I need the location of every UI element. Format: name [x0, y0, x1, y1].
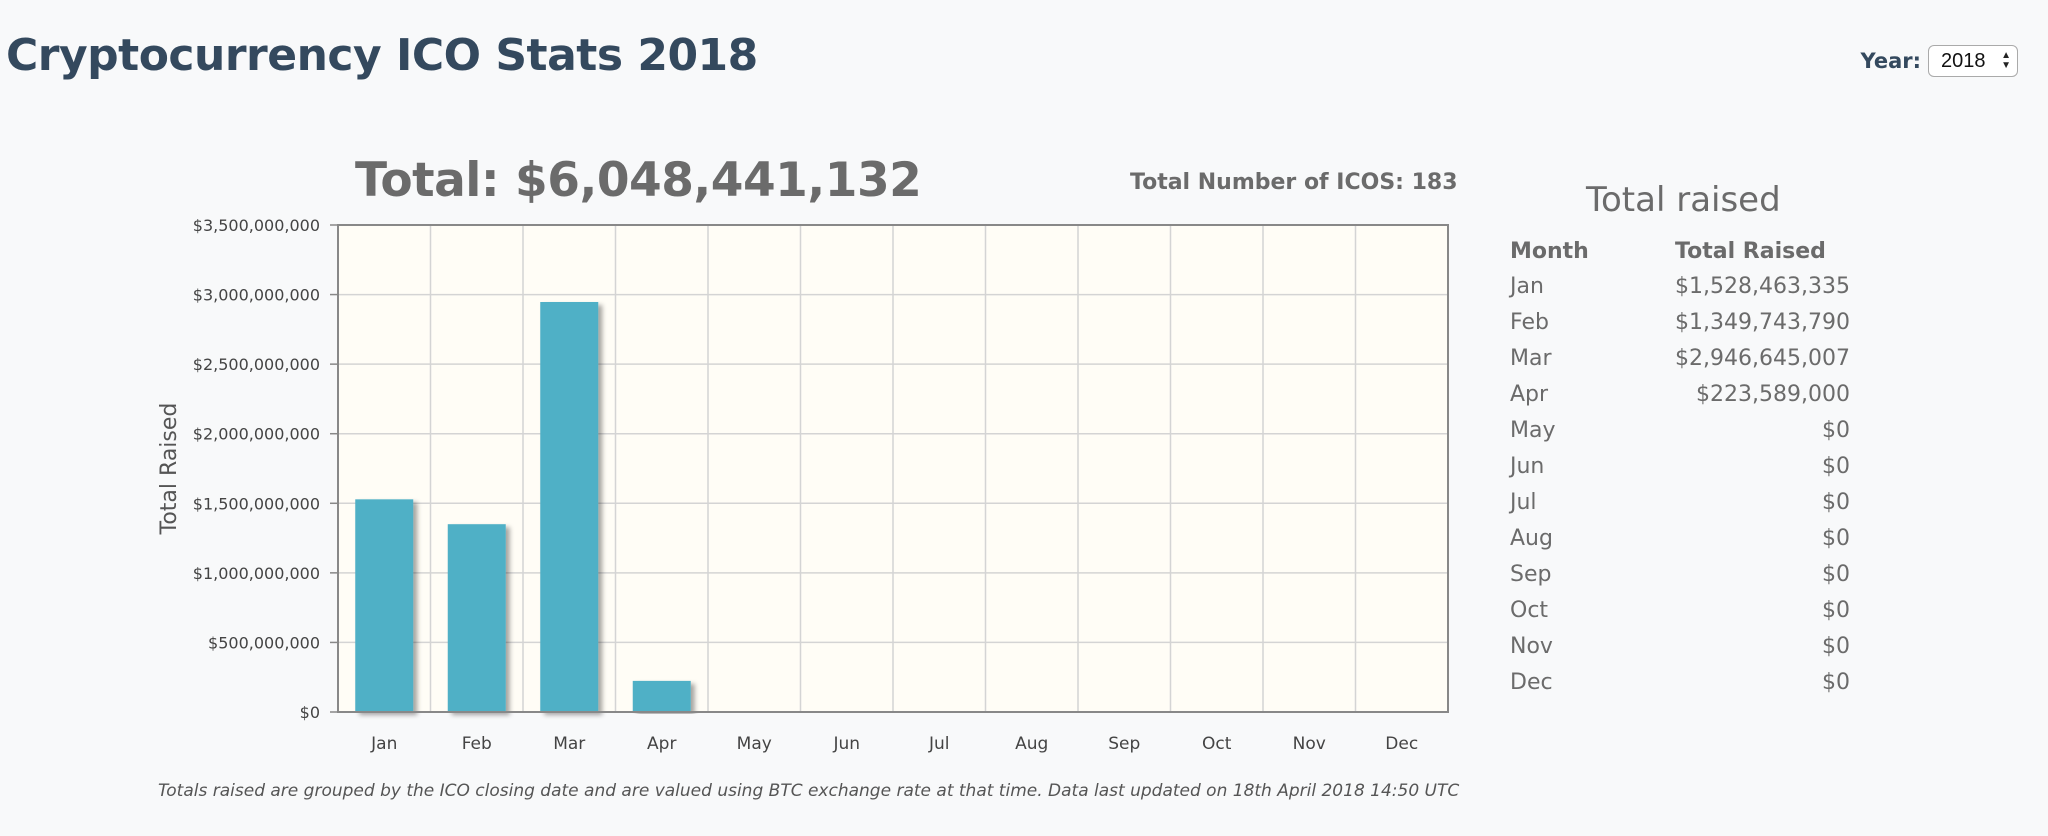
total-raised-cell: $0 — [1822, 597, 1850, 623]
plot-border — [337, 224, 1449, 713]
month-cell: Jun — [1510, 453, 1545, 479]
y-axis-label: Total Raised — [157, 403, 182, 536]
table-row: Dec $0 — [1510, 664, 1850, 700]
total-raised-cell: $0 — [1822, 453, 1850, 479]
x-tick-label: Jul — [928, 734, 950, 754]
bar-feb — [447, 524, 506, 712]
table-row: Mar $2,946,645,007 — [1510, 340, 1850, 376]
x-tick-label: Oct — [1202, 734, 1232, 754]
table-row: Aug $0 — [1510, 520, 1850, 556]
month-cell: Mar — [1510, 345, 1552, 371]
table-row: Oct $0 — [1510, 592, 1850, 628]
x-tick-label: Jun — [832, 734, 860, 754]
year-select-value: 2018 — [1941, 49, 1986, 72]
table-row: Nov $0 — [1510, 628, 1850, 664]
total-raised-cell: $0 — [1822, 525, 1850, 551]
table-row: Feb $1,349,743,790 — [1510, 304, 1850, 340]
month-cell: Apr — [1510, 381, 1549, 407]
total-raised-cell: $0 — [1822, 633, 1850, 659]
month-cell: May — [1510, 417, 1556, 443]
year-picker: Year: 2018 ▲ ▼ — [1861, 45, 2018, 77]
x-tick-label: Nov — [1293, 734, 1326, 754]
table-row: Jun $0 — [1510, 448, 1850, 484]
table-row: May $0 — [1510, 412, 1850, 448]
total-raised-cell: $0 — [1822, 417, 1850, 443]
ico-count: Total Number of ICOS: 183 — [1130, 170, 1458, 195]
total-raised-cell: $2,946,645,007 — [1675, 345, 1850, 371]
table-row: Jul $0 — [1510, 484, 1850, 520]
x-tick-label: May — [737, 734, 772, 754]
total-raised-cell: $1,349,743,790 — [1675, 309, 1850, 335]
updown-arrows-icon: ▲ ▼ — [2001, 50, 2011, 71]
table-header-row: Month Total Raised — [1510, 234, 1850, 268]
x-tick-label: Mar — [553, 734, 585, 754]
month-cell: Jan — [1510, 273, 1544, 299]
x-tick-label: Aug — [1015, 734, 1048, 754]
x-tick-label: Apr — [647, 734, 676, 754]
month-cell: Dec — [1510, 669, 1553, 695]
month-cell: Sep — [1510, 561, 1552, 587]
bar-apr — [632, 680, 691, 712]
bar-jan — [355, 499, 414, 712]
y-tick-label: $500,000,000 — [208, 633, 320, 652]
bar-mar — [540, 301, 599, 712]
column-header-month: Month — [1510, 238, 1589, 264]
table-row: Apr $223,589,000 — [1510, 376, 1850, 412]
table-title: Total raised — [1586, 180, 1781, 220]
month-cell: Aug — [1510, 525, 1553, 551]
month-cell: Jul — [1510, 489, 1537, 515]
footnote: Totals raised are grouped by the ICO clo… — [158, 781, 1460, 801]
x-tick-label: Sep — [1108, 734, 1140, 754]
month-cell: Oct — [1510, 597, 1549, 623]
y-tick-label: $3,500,000,000 — [193, 216, 320, 235]
total-raised-cell: $0 — [1822, 561, 1850, 587]
x-tick-label: Jan — [370, 734, 397, 754]
column-header-total-raised: Total Raised — [1675, 238, 1826, 264]
y-tick-label: $1,000,000,000 — [193, 564, 320, 583]
year-label: Year: — [1860, 49, 1921, 73]
bar-chart: $0 $500,000,000 $1,000,000,000 $1,500,000,0… — [157, 216, 1449, 754]
y-tick-label: $1,500,000,000 — [193, 494, 320, 513]
month-cell: Feb — [1510, 309, 1549, 335]
total-raised-cell: $0 — [1822, 669, 1850, 695]
page-title: Cryptocurrency ICO Stats 2018 — [6, 30, 758, 81]
month-cell: Nov — [1510, 633, 1553, 659]
table-row: Sep $0 — [1510, 556, 1850, 592]
total-raised-cell: $1,528,463,335 — [1675, 273, 1850, 299]
x-tick-label: Feb — [462, 734, 492, 754]
x-tick-label: Dec — [1385, 734, 1418, 754]
y-tick-label: $2,500,000,000 — [193, 355, 320, 374]
y-tick-label: $3,000,000,000 — [193, 286, 320, 305]
chart-total: Total: $6,048,441,132 — [355, 153, 922, 208]
total-raised-cell: $223,589,000 — [1696, 381, 1850, 407]
y-tick-label: $0 — [300, 703, 320, 722]
year-select[interactable]: 2018 ▲ ▼ — [1928, 45, 2018, 77]
totals-table: Month Total Raised Jan $1,528,463,335 Feb $… — [1510, 234, 1850, 700]
total-raised-cell: $0 — [1822, 489, 1850, 515]
y-tick-label: $2,000,000,000 — [193, 425, 320, 444]
table-row: Jan $1,528,463,335 — [1510, 268, 1850, 304]
